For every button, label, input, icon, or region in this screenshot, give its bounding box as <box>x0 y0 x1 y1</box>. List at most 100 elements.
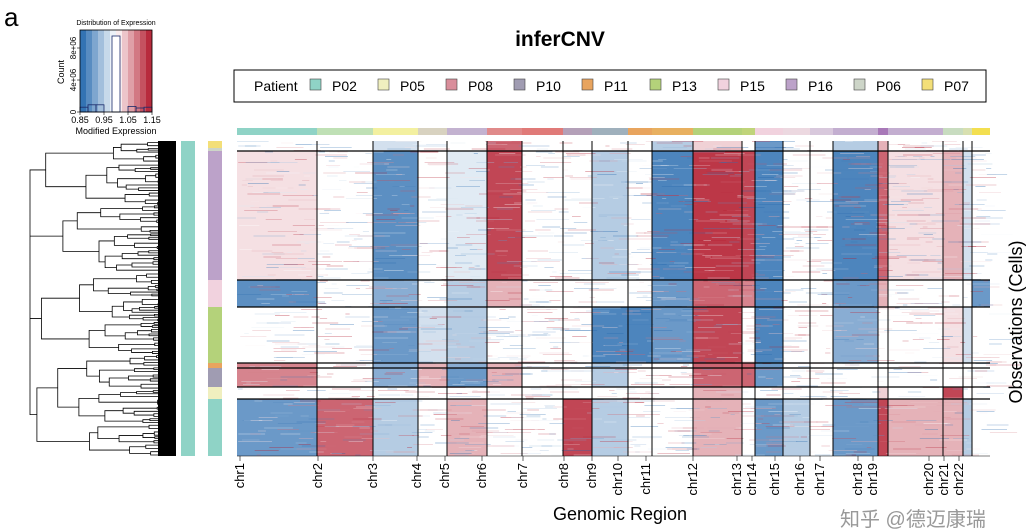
heatmap-cell-p15-chr2 <box>317 280 373 307</box>
heatmap-cell-p05-chr20 <box>943 387 963 399</box>
heatmap-cell-p10-chr20 <box>943 368 963 387</box>
heatmap-cell-p10-chr14 <box>755 368 783 387</box>
heatmap-cell-p10-chr10 <box>628 368 652 387</box>
heatmap-cell-p11-chr6 <box>487 363 522 368</box>
chromosome-bar-segment <box>563 128 592 135</box>
heatmap-cell-p05-chr1 <box>237 387 317 399</box>
x-axis-label: Genomic Region <box>553 504 687 524</box>
heatmap-cell-p15-chr22 <box>972 280 990 307</box>
chromosome-bar-segment <box>418 128 447 135</box>
heatmap-cell-p11-chr18 <box>878 363 888 368</box>
heatmap-cell-p10-chr1 <box>237 368 317 387</box>
heatmap-cell-p16-chr19 <box>888 151 943 280</box>
heatmap-cell-p02-chr19 <box>888 399 943 456</box>
heatmap-cell-p05-chr14 <box>755 387 783 399</box>
heatmap-cell-p11-chr5 <box>447 363 487 368</box>
heatmap-cell-p05-chr2 <box>317 387 373 399</box>
color-key-title: Distribution of Expression <box>76 20 155 27</box>
chromosome-label-chr2: chr2 <box>310 463 325 488</box>
chromosome-bar-segment <box>487 128 522 135</box>
x-tick-label: 0.85 <box>71 115 89 125</box>
heatmap-cell-p16-chr17 <box>833 151 878 280</box>
heatmap-cell-p15-chr3 <box>373 280 418 307</box>
legend-swatch <box>445 78 458 91</box>
heatmap-cell-p16-chr15 <box>783 151 810 280</box>
heatmap-cell-p11-chr11 <box>652 363 693 368</box>
heatmap-cell-p07-chr20 <box>943 141 963 151</box>
heatmap-cell-p13-chr12 <box>693 307 742 363</box>
color-key-band <box>98 30 105 112</box>
color-key-band <box>80 30 87 112</box>
heatmap-cell-p05-chr18 <box>878 387 888 399</box>
heatmap-cell-p07-chr14 <box>755 141 783 151</box>
chromosome-label-chr20: chr20 <box>921 463 936 496</box>
color-key-band <box>134 30 141 112</box>
heatmap-cell-p05-chr12 <box>693 387 742 399</box>
heatmap-cell-p13-chr22 <box>972 307 990 363</box>
heatmap-cell-p15-chr10 <box>628 280 652 307</box>
chromosome-bar-segment <box>693 128 742 135</box>
sample-annotation-bar <box>181 141 195 456</box>
heatmap-cell-p02-chr11 <box>652 399 693 456</box>
chromosome-label-chr9: chr9 <box>584 463 599 488</box>
patient-segment <box>208 148 222 151</box>
patient-segment-p16 <box>208 151 222 280</box>
legend-swatch <box>921 78 934 91</box>
heatmap-cell-p13-chr7 <box>522 307 563 363</box>
heatmap-cell-p16-chr18 <box>878 151 888 280</box>
legend-entry-p10: P10 <box>513 78 561 94</box>
heatmap-cell-p05-chr16 <box>810 387 833 399</box>
chromosome-bar-segment <box>373 128 418 135</box>
dendrogram-leaves <box>158 141 176 456</box>
heatmap-cell-p02-chr17 <box>833 399 878 456</box>
heatmap-cell-p10-chr9 <box>592 368 628 387</box>
y-tick-label: 0 <box>69 109 78 114</box>
patient-segment-p13 <box>208 307 222 363</box>
legend-swatch <box>649 78 662 91</box>
heatmap-cell-p13-chr4 <box>418 307 447 363</box>
legend-swatch <box>785 78 798 91</box>
heatmap-cell-p16-chr5 <box>447 151 487 280</box>
patient-segment <box>208 141 222 148</box>
x-tick-label: 1.05 <box>119 115 137 125</box>
heatmap-cell-p13-chr10 <box>628 307 652 363</box>
heatmap-cell-p02-chr2 <box>317 399 373 456</box>
heatmap-cell-p16-chr13 <box>742 151 755 280</box>
heatmap-cell-p16-chr2 <box>317 151 373 280</box>
heatmap-cell-p10-chr2 <box>317 368 373 387</box>
chromosome-bar-segment <box>972 128 990 135</box>
heatmap-cell-p10-chr21 <box>963 368 972 387</box>
heatmap-cell-p16-chr11 <box>652 151 693 280</box>
color-key-xlabel: Modified Expression <box>75 126 156 136</box>
legend-label: P15 <box>740 78 765 94</box>
heatmap-cell-p15-chr12 <box>693 280 742 307</box>
dendrogram <box>29 141 176 456</box>
heatmap-cell-p02-chr5 <box>447 399 487 456</box>
heatmap-cell-p02-chr18 <box>878 399 888 456</box>
chromosome-bar-segment <box>963 128 972 135</box>
y-tick-label: 8e+06 <box>69 36 78 59</box>
legend-entry-p13: P13 <box>649 78 697 94</box>
heatmap-cell-p16-chr6 <box>487 151 522 280</box>
heatmap-cell-p05-chr15 <box>783 387 810 399</box>
chromosome-label-chr22: chr22 <box>951 463 966 496</box>
chromosome-bar-segment <box>317 128 373 135</box>
heatmap-cell-p02-chr4 <box>418 399 447 456</box>
heatmap-cell-p07-chr5 <box>447 141 487 151</box>
heatmap-cell-p13-chr17 <box>833 307 878 363</box>
chromosome-label-chr5: chr5 <box>437 463 452 488</box>
heatmap-cell-p15-chr5 <box>447 280 487 307</box>
patient-segment-p05 <box>208 387 222 399</box>
heatmap-cell-p10-chr5 <box>447 368 487 387</box>
heatmap-cell-p05-chr21 <box>963 387 972 399</box>
heatmap-cell-p07-chr17 <box>833 141 878 151</box>
heatmap-cell-p10-chr8 <box>563 368 592 387</box>
chromosome-bar-segment <box>755 128 783 135</box>
heatmap-cell-p11-chr9 <box>592 363 628 368</box>
legend-entry-p15: P15 <box>717 78 765 94</box>
heatmap-cell-p07-chr7 <box>522 141 563 151</box>
chromosome-label-chr6: chr6 <box>474 463 489 488</box>
heatmap-cell-p16-chr14 <box>755 151 783 280</box>
heatmap-cell-p11-chr16 <box>810 363 833 368</box>
heatmap-cell-p07-chr9 <box>592 141 628 151</box>
